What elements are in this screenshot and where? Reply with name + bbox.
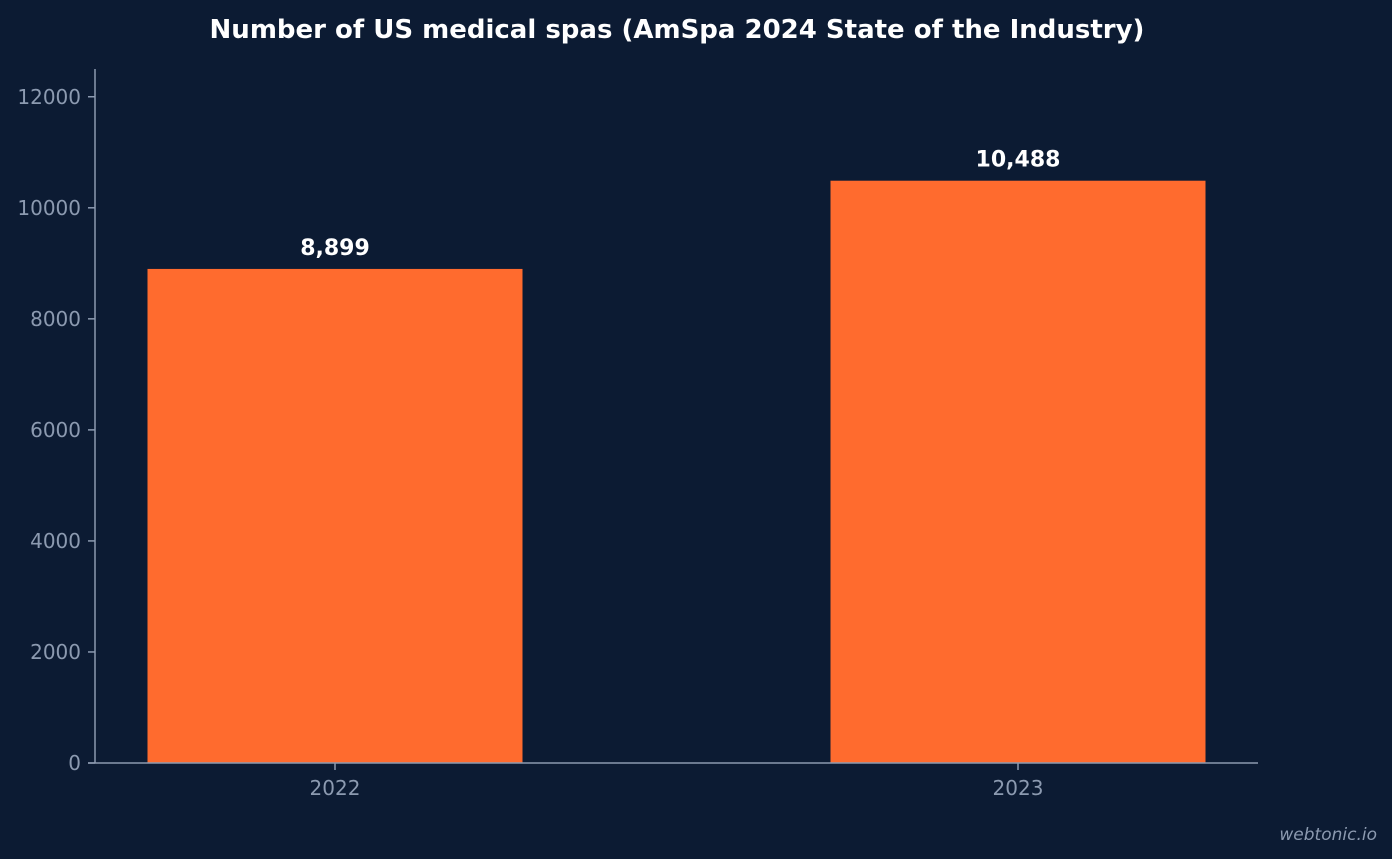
y-tick-label: 12000 (17, 85, 81, 109)
chart-title: Number of US medical spas (AmSpa 2024 St… (210, 15, 1145, 45)
y-tick-label: 6000 (30, 418, 81, 442)
y-tick-label: 10000 (17, 196, 81, 220)
bars (147, 180, 1206, 763)
x-tick-label-2022: 2022 (310, 776, 361, 800)
bar-value-label-2022: 8,899 (300, 236, 370, 261)
watermark: webtonic.io (1279, 825, 1377, 845)
y-axis-ticks: 0 2000 4000 6000 8000 10000 12000 (17, 85, 95, 775)
y-tick-label: 0 (68, 751, 81, 775)
y-tick-label: 4000 (30, 529, 81, 553)
bar-2022 (147, 268, 523, 763)
x-tick-label-2023: 2023 (993, 776, 1044, 800)
bar-value-label-2023: 10,488 (976, 148, 1061, 173)
x-axis-ticks: 2022 2023 (310, 763, 1044, 800)
bar-value-labels: 8,899 10,488 (300, 148, 1060, 261)
y-tick-label: 8000 (30, 307, 81, 331)
y-tick-label: 2000 (30, 640, 81, 664)
bar-2023 (830, 180, 1206, 763)
